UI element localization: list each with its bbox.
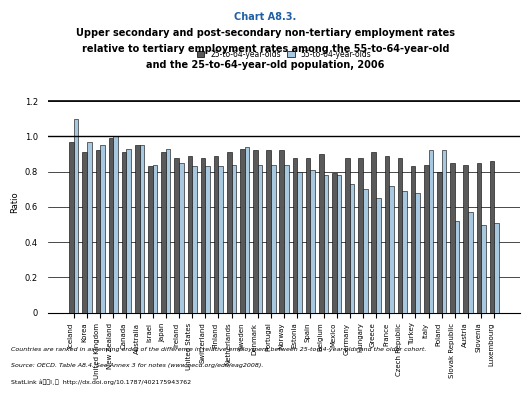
Bar [297, 172, 302, 313]
Bar [100, 145, 105, 313]
Bar [468, 212, 473, 313]
Bar [284, 164, 289, 313]
Bar [253, 150, 258, 313]
Text: Chart A8.3.: Chart A8.3. [234, 12, 297, 22]
Bar [306, 158, 310, 313]
Bar [442, 150, 447, 313]
Bar [166, 149, 170, 313]
Bar [358, 158, 363, 313]
Bar [271, 164, 276, 313]
Bar [372, 152, 376, 313]
Bar [245, 147, 249, 313]
Bar [319, 154, 323, 313]
Bar [350, 184, 354, 313]
Bar [174, 158, 179, 313]
Bar [345, 158, 350, 313]
Bar [240, 149, 245, 313]
Bar [232, 164, 236, 313]
Bar [187, 156, 192, 313]
Bar [258, 164, 262, 313]
Y-axis label: Ratio: Ratio [10, 192, 19, 213]
Bar [87, 142, 92, 313]
Bar [74, 119, 79, 313]
Bar [376, 198, 381, 313]
Bar [82, 152, 87, 313]
Bar [429, 150, 433, 313]
Text: StatLink âï¸  http://dx.doi.org/10.1787/402175943762: StatLink âï¸ http://dx.doi.org/10.178… [11, 379, 191, 385]
Bar [153, 164, 157, 313]
Bar [179, 163, 184, 313]
Bar [96, 150, 100, 313]
Bar [332, 173, 337, 313]
Text: relative to tertiary employment rates among the 55-to-64-year-old: relative to tertiary employment rates am… [82, 44, 449, 54]
Bar [494, 223, 499, 313]
Bar [450, 163, 455, 313]
Bar [161, 152, 166, 313]
Bar [389, 186, 394, 313]
Bar [109, 138, 113, 313]
Bar [148, 166, 153, 313]
Bar [476, 163, 481, 313]
Bar [205, 166, 210, 313]
Bar [363, 189, 367, 313]
Legend: 25-to-64-year-olds, 55-to-64-year-olds: 25-to-64-year-olds, 55-to-64-year-olds [194, 48, 374, 61]
Bar [135, 145, 140, 313]
Bar [201, 158, 205, 313]
Text: Countries are ranked in ascending order of the difference in relative employment: Countries are ranked in ascending order … [11, 347, 426, 352]
Bar [464, 164, 468, 313]
Bar [122, 152, 126, 313]
Text: and the 25-to-64-year-old population, 2006: and the 25-to-64-year-old population, 20… [147, 60, 384, 70]
Bar [293, 158, 297, 313]
Bar [490, 161, 494, 313]
Bar [424, 164, 429, 313]
Bar [337, 175, 341, 313]
Bar [126, 149, 131, 313]
Bar [140, 145, 144, 313]
Bar [402, 191, 407, 313]
Bar [398, 158, 402, 313]
Bar [192, 166, 196, 313]
Bar [455, 221, 459, 313]
Bar [218, 166, 223, 313]
Bar [323, 175, 328, 313]
Bar [214, 156, 218, 313]
Text: Source: OECD. Table A8.4. See Annex 3 for notes (www.oecd.org/edu/eag2008).: Source: OECD. Table A8.4. See Annex 3 fo… [11, 363, 263, 368]
Bar [411, 166, 415, 313]
Bar [415, 193, 420, 313]
Text: Upper secondary and post-secondary non-tertiary employment rates: Upper secondary and post-secondary non-t… [76, 28, 455, 38]
Bar [310, 170, 315, 313]
Bar [113, 136, 118, 313]
Bar [384, 156, 389, 313]
Bar [267, 150, 271, 313]
Bar [481, 225, 486, 313]
Bar [279, 150, 284, 313]
Bar [227, 152, 232, 313]
Bar [437, 172, 442, 313]
Bar [69, 142, 74, 313]
